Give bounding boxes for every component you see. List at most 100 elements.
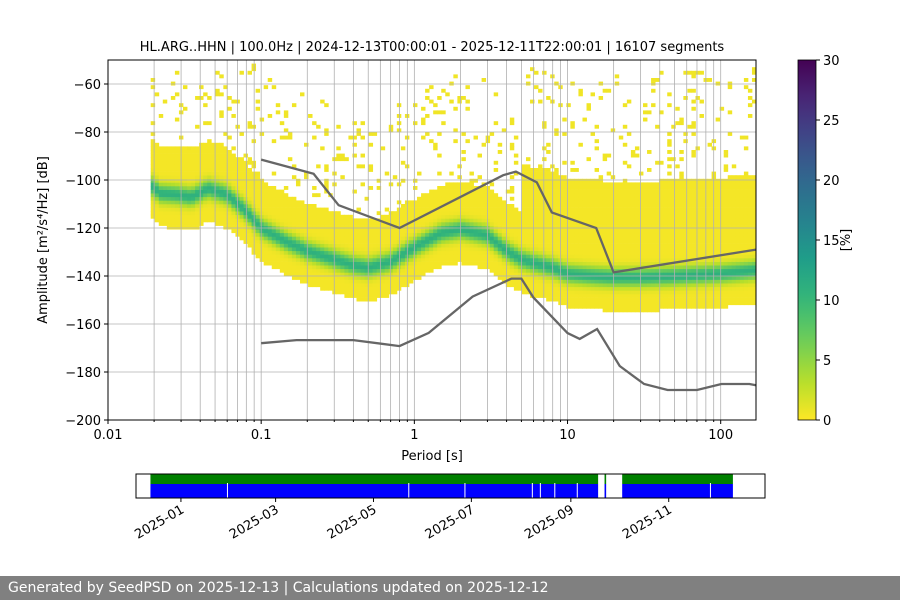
heatmap-cell [449,254,454,259]
heatmap-cell [187,222,192,226]
heatmap-cell [739,236,745,241]
heatmap-cell [667,243,672,248]
heatmap-cell [324,286,329,291]
heatmap-cell [162,164,168,169]
heatmap-cell [158,207,164,212]
heatmap-cell [195,175,200,180]
heatmap-cell [594,243,600,248]
heatmap-cell [158,171,164,176]
heatmap-cell [651,250,656,255]
heatmap-cell [400,236,406,241]
heatmap-cell [691,182,696,187]
heatmap-cell [534,193,539,198]
colorbar-tick-label: 30 [823,54,840,69]
heatmap-cell [227,193,232,198]
heatmap-cell [376,290,382,295]
heatmap-cell [687,186,692,190]
heatmap-cell [727,290,733,295]
heatmap-cell [751,207,757,212]
heatmap-cell [638,211,644,216]
heatmap-cell [643,286,648,291]
heatmap-cell [695,178,700,183]
heatmap-cell [699,236,704,241]
heatmap-cell [223,171,228,176]
heatmap-cell [182,164,188,169]
heatmap-cell [659,301,664,306]
heatmap-cell [465,254,470,259]
heatmap-cell [417,276,422,280]
heatmap-cell [622,103,628,108]
colorbar-tick-label: 0 [823,414,831,429]
heatmap-cell [530,171,535,176]
heatmap-cell [441,218,446,223]
heatmap-cell [634,301,640,306]
heatmap-cell [699,211,704,216]
heatmap-cell [719,297,725,302]
heatmap-cell [320,268,325,273]
heatmap-cell [324,283,329,288]
heatmap-cell [651,81,656,86]
heatmap-cell [622,279,628,284]
heatmap-cell [166,146,172,151]
heatmap-cell [562,193,567,198]
heatmap-cell [469,193,474,198]
heatmap-cell [747,276,753,280]
heatmap-cell [239,164,244,169]
heatmap-cell [449,229,454,234]
heatmap-cell [312,211,317,216]
heatmap-cell [279,204,285,208]
heatmap-cell [396,261,402,266]
heatmap-cell [638,232,644,237]
heatmap-cell [647,196,652,201]
heatmap-cell [364,243,370,248]
heatmap-cell [719,207,725,212]
heatmap-cell [751,240,757,244]
heatmap-cell [469,258,474,262]
heatmap-cell [372,218,378,223]
heatmap-cell [356,254,361,259]
heatmap-cell [626,261,632,266]
heatmap-cell [667,283,672,288]
heatmap-cell [461,200,466,205]
heatmap-cell [586,276,591,280]
heatmap-cell [643,117,648,122]
heatmap-cell [154,189,160,194]
heatmap-cell [675,290,680,295]
heatmap-cell [356,218,361,223]
heatmap-cell [683,283,688,288]
heatmap-cell [239,204,244,208]
heatmap-cell [534,236,539,241]
heatmap-cell [671,196,676,201]
heatmap-cell [203,153,208,158]
heatmap-cell [263,261,269,266]
heatmap-cell [352,243,357,248]
heatmap-cell [336,268,341,273]
heatmap-cell [295,182,301,187]
heatmap-cell [207,211,212,216]
heatmap-cell [267,78,273,82]
heatmap-cell [493,214,499,219]
heatmap-cell [380,247,386,252]
heatmap-cell [699,276,704,280]
heatmap-cell [546,243,551,248]
heatmap-cell [247,225,252,230]
heatmap-cell [497,196,503,201]
heatmap-cell [683,189,688,194]
heatmap-cell [626,236,632,241]
heatmap-cell [566,297,571,302]
heatmap-cell [348,243,353,248]
heatmap-cell [647,182,652,187]
heatmap-cell [542,175,547,180]
heatmap-cell [195,193,200,198]
heatmap-cell [667,103,672,108]
heatmap-cell [739,218,745,223]
heatmap-cell [340,254,345,259]
heatmap-cell [509,243,515,248]
x-tick-label: 100 [708,428,733,443]
heatmap-cell [501,247,507,252]
heatmap-cell [683,178,688,183]
heatmap-cell [336,247,341,252]
heatmap-cell [267,222,273,226]
heatmap-cell [291,175,297,180]
heatmap-cell [187,196,192,201]
